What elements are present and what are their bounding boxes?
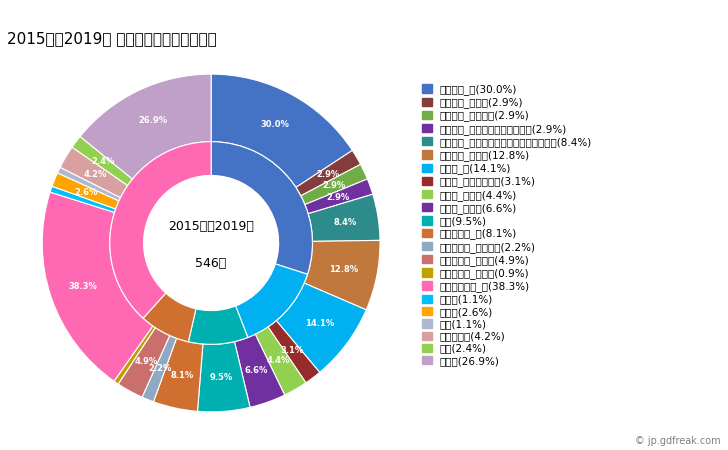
Wedge shape [154, 338, 203, 411]
Text: 30.0%: 30.0% [261, 120, 290, 129]
Wedge shape [268, 320, 320, 383]
Wedge shape [143, 293, 196, 342]
Text: 8.4%: 8.4% [333, 218, 356, 227]
Wedge shape [58, 167, 121, 201]
Text: 2.9%: 2.9% [316, 170, 339, 179]
Wedge shape [211, 142, 312, 274]
Text: 8.1%: 8.1% [171, 370, 194, 379]
Text: 2.2%: 2.2% [149, 364, 172, 373]
Text: 2.4%: 2.4% [91, 158, 115, 166]
Text: 3.1%: 3.1% [281, 346, 304, 356]
Text: 14.1%: 14.1% [305, 319, 334, 328]
Text: 2015年～2019年: 2015年～2019年 [168, 220, 254, 233]
Text: 26.9%: 26.9% [138, 117, 167, 126]
Wedge shape [42, 192, 153, 381]
Wedge shape [308, 194, 380, 241]
Wedge shape [52, 173, 119, 209]
Wedge shape [110, 142, 211, 318]
Text: 546人: 546人 [196, 257, 226, 270]
Legend: 悪性腫瘍_計(30.0%), 悪性腫瘍_胃がん(2.9%), 悪性腫瘍_大腸がん(2.9%), 悪性腫瘍_肝がん・肝内胆管がん(2.9%), 悪性腫瘍_気管がん: 悪性腫瘍_計(30.0%), 悪性腫瘍_胃がん(2.9%), 悪性腫瘍_大腸がん… [420, 82, 594, 368]
Wedge shape [118, 328, 170, 397]
Text: 38.3%: 38.3% [68, 282, 98, 291]
Wedge shape [211, 74, 352, 188]
Wedge shape [72, 136, 132, 185]
Wedge shape [60, 147, 127, 198]
Text: 2.9%: 2.9% [327, 194, 350, 202]
Wedge shape [50, 186, 116, 212]
Wedge shape [236, 264, 307, 338]
Text: 2.6%: 2.6% [74, 188, 98, 197]
Text: 4.9%: 4.9% [135, 357, 158, 366]
Text: 4.2%: 4.2% [83, 170, 106, 179]
Text: 6.6%: 6.6% [245, 366, 268, 375]
Text: 2.9%: 2.9% [322, 181, 345, 190]
Wedge shape [305, 179, 373, 214]
Text: © jp.gdfreak.com: © jp.gdfreak.com [635, 436, 721, 446]
Wedge shape [296, 150, 360, 196]
Text: 4.4%: 4.4% [267, 356, 290, 364]
Wedge shape [114, 326, 155, 384]
Text: 9.5%: 9.5% [210, 373, 233, 382]
Wedge shape [80, 74, 211, 179]
Wedge shape [276, 283, 366, 372]
Wedge shape [234, 334, 285, 407]
Wedge shape [197, 342, 250, 412]
Text: 2015年～2019年 川南町の男性の死因構成: 2015年～2019年 川南町の男性の死因構成 [7, 32, 217, 46]
Wedge shape [142, 336, 176, 402]
Wedge shape [256, 327, 306, 395]
Wedge shape [301, 164, 368, 205]
Wedge shape [304, 240, 380, 310]
Wedge shape [189, 306, 248, 344]
Text: 12.8%: 12.8% [329, 265, 358, 274]
